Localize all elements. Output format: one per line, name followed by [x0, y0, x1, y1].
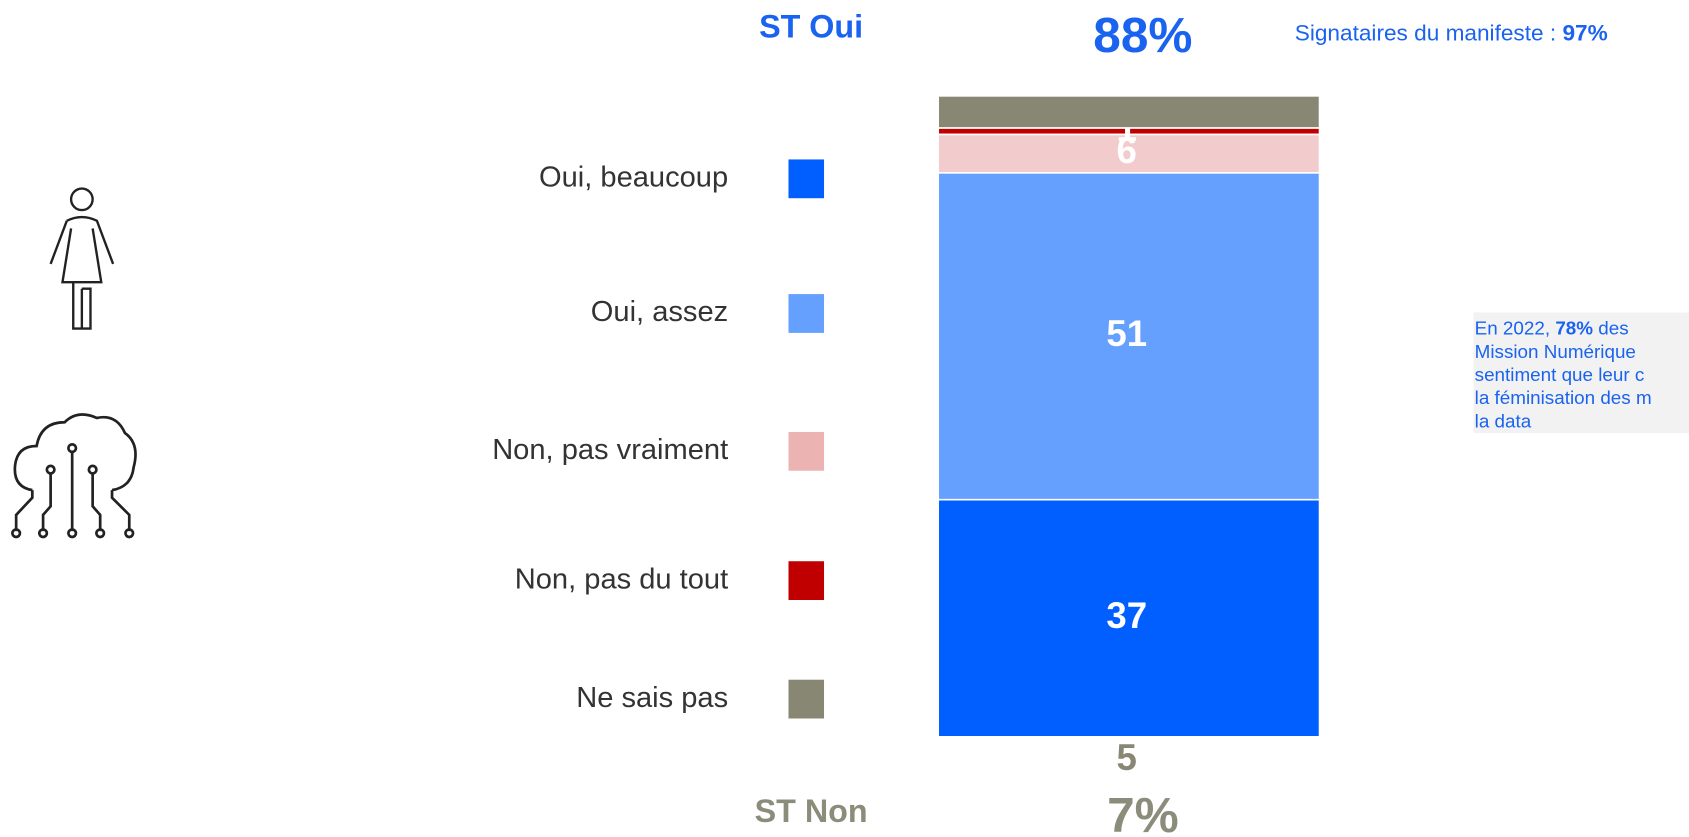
note-line: Mission Numérique — [1475, 341, 1636, 362]
legend-swatch — [788, 679, 825, 719]
note-line: la data — [1475, 410, 1532, 431]
legend-swatch — [788, 159, 825, 199]
data-label: 6 — [1117, 130, 1137, 171]
annotation-bold: 97% — [1562, 20, 1607, 45]
note-part: sentiment que leur c — [1475, 364, 1645, 385]
annotation: Signataires du manifeste : 97% — [1295, 20, 1608, 45]
note-part: la data — [1475, 410, 1532, 431]
bar-segment — [937, 498, 1321, 738]
subtotal-value: 7% — [1107, 788, 1179, 837]
note-part: Mission Numérique — [1475, 341, 1636, 362]
cloud-icon — [11, 413, 137, 539]
note-line: sentiment que leur c — [1475, 364, 1645, 385]
note-part: En 2022, — [1475, 318, 1556, 339]
note-part: des — [1593, 318, 1629, 339]
note-line: la féminisation des m — [1475, 387, 1652, 408]
legend-swatch — [788, 561, 825, 601]
subtotal-value: 88% — [1093, 8, 1192, 63]
note-part: 78% — [1555, 318, 1593, 339]
legend-label: Oui, beaucoup — [539, 162, 728, 194]
subtotal-label: ST Oui — [759, 9, 863, 45]
legend-label: Ne sais pas — [576, 682, 728, 714]
woman-icon — [49, 187, 115, 330]
legend-label: Oui, assez — [591, 296, 728, 328]
bar-segment — [937, 95, 1321, 129]
legend-label: Non, pas vraiment — [492, 434, 728, 466]
data-label: 5 — [1117, 737, 1137, 778]
note-line: En 2022, 78% des — [1475, 318, 1629, 339]
subtotal-label: ST Non — [755, 793, 868, 829]
legend-swatch — [788, 431, 825, 471]
data-label: 37 — [1106, 595, 1147, 636]
note-part: la féminisation des m — [1475, 387, 1652, 408]
annotation-text: Signataires du manifeste : — [1295, 20, 1563, 45]
note-box — [1473, 312, 1689, 434]
legend-label: Non, pas du tout — [515, 563, 728, 595]
legend-swatch — [788, 294, 825, 333]
bar-segment — [937, 133, 1321, 174]
data-label: 51 — [1106, 313, 1147, 354]
